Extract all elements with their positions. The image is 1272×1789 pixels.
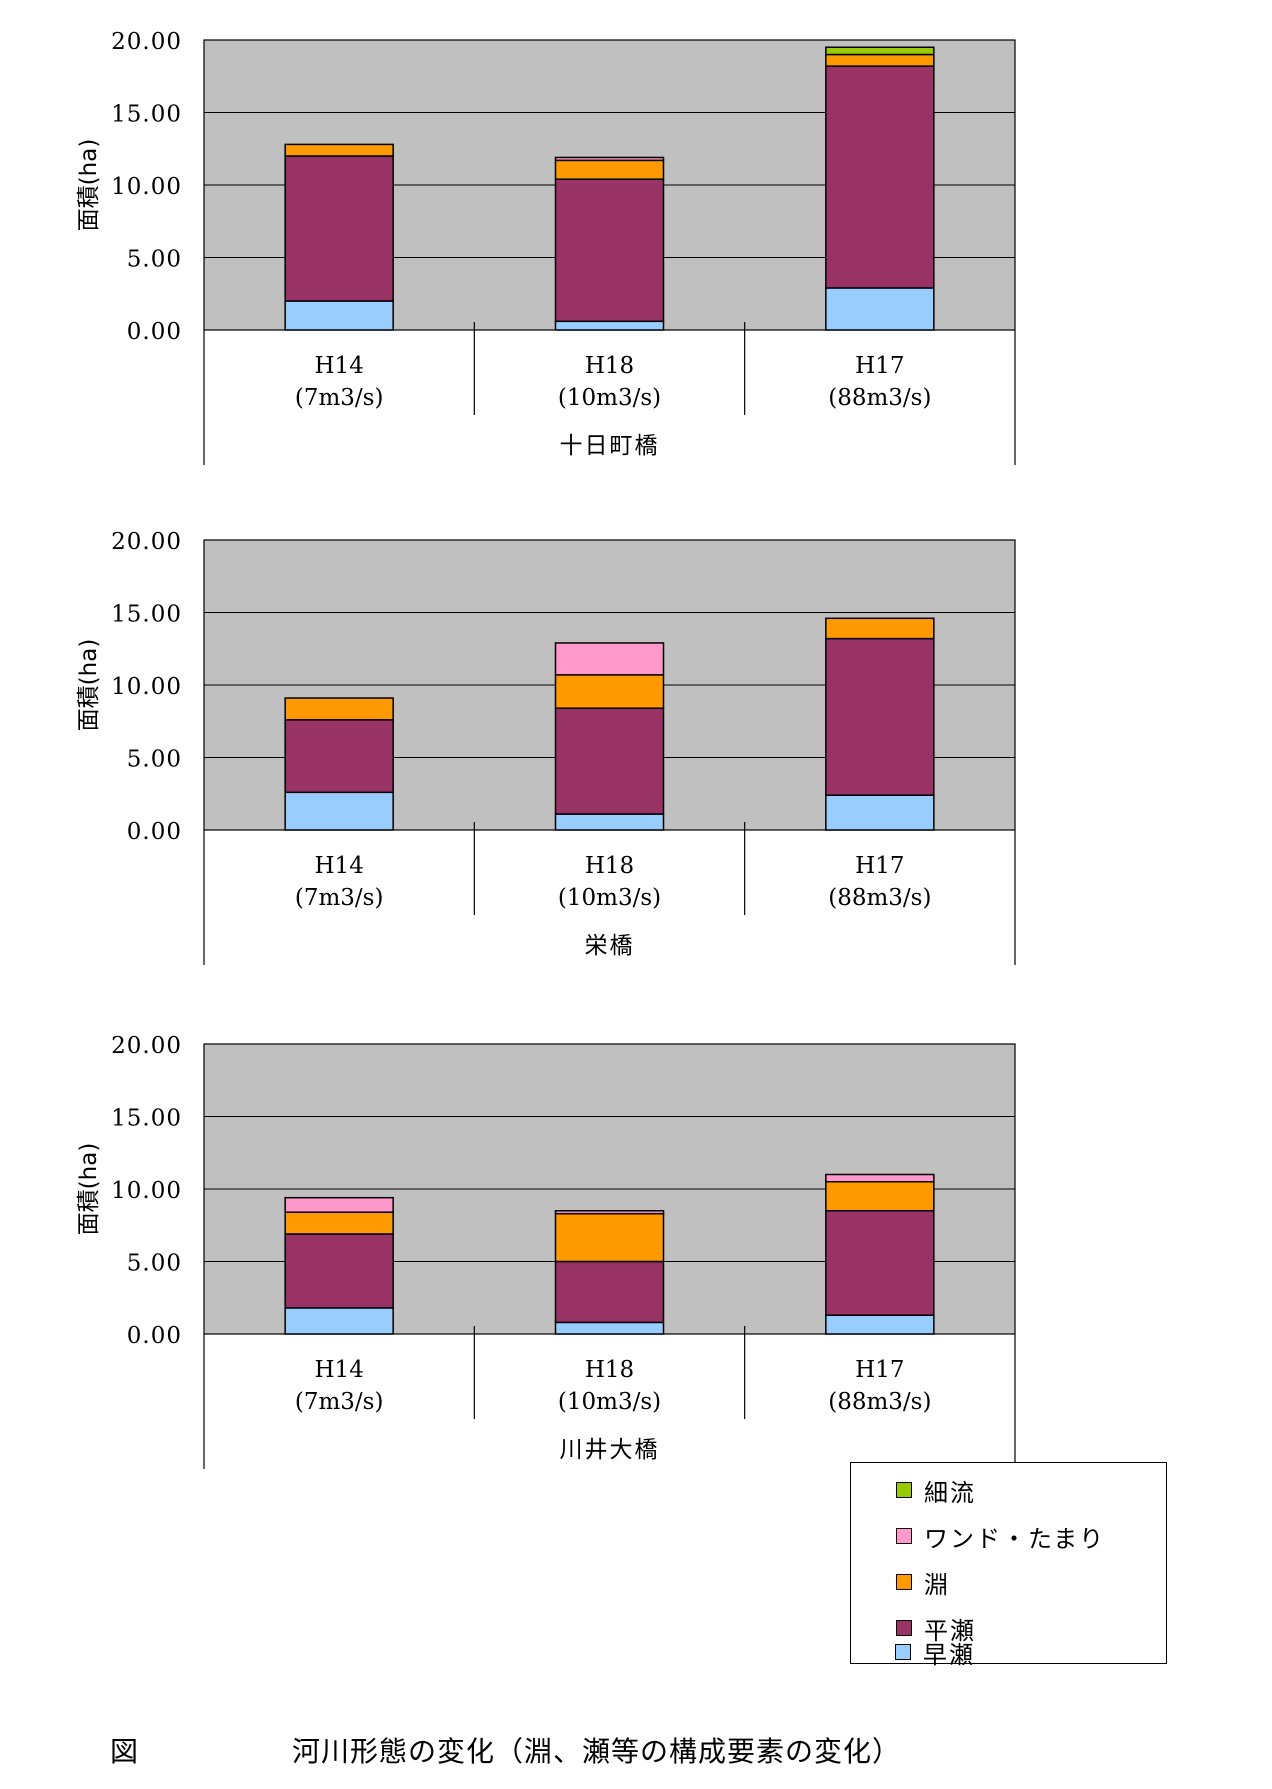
y-tick-label: 20.00 [111, 29, 182, 55]
bar-segment [284, 719, 394, 794]
y-tick-label: 5.00 [127, 1251, 182, 1277]
legend-item: ワンド・たまり [896, 1521, 1106, 1553]
x-tick-label: H14 [315, 853, 364, 879]
bar-segment [284, 791, 394, 831]
bar-segment [554, 674, 665, 709]
legend-label: 淵 [924, 1570, 950, 1599]
bar-segment [284, 300, 394, 331]
x-tick-flow-label: (10m3/s) [558, 1389, 661, 1415]
bar-segment [554, 642, 665, 676]
x-tick-flow-label: (88m3/s) [828, 385, 931, 411]
x-tick-flow-label: (10m3/s) [558, 885, 661, 911]
legend-label: 細流 [924, 1478, 976, 1507]
legend-swatch [895, 1644, 911, 1660]
bar-segment [825, 794, 935, 831]
legend-label: ワンド・たまり [924, 1524, 1106, 1553]
legend-swatch [896, 1482, 912, 1498]
x-tick-label: H18 [585, 1357, 634, 1383]
x-tick-flow-label: (7m3/s) [295, 1389, 384, 1415]
y-tick-label: 10.00 [111, 174, 182, 200]
y-tick-label: 20.00 [111, 1033, 182, 1059]
y-tick-label: 20.00 [111, 529, 182, 555]
legend-swatch [896, 1620, 912, 1636]
bar-segment [554, 813, 665, 831]
y-tick-label: 0.00 [127, 819, 182, 845]
figure-label: 図 [110, 1735, 139, 1768]
legend-item: 平瀬 [896, 1613, 976, 1645]
x-tick-flow-label: (88m3/s) [828, 885, 931, 911]
bar-segment [554, 159, 665, 180]
group-label: 川井大橋 [560, 1437, 660, 1463]
bar-segment [825, 1181, 935, 1212]
legend-item: 早瀬 [895, 1637, 975, 1669]
x-tick-label: H18 [585, 353, 634, 379]
bar-segment [284, 1233, 394, 1309]
y-axis-label: 面積(ha) [76, 1143, 102, 1236]
x-tick-label: H18 [585, 853, 634, 879]
bar-segment [284, 143, 394, 157]
y-tick-label: 0.00 [127, 319, 182, 345]
bar-segment [825, 53, 935, 67]
legend-label: 早瀬 [923, 1640, 975, 1669]
legend-item: 細流 [896, 1475, 976, 1507]
bar-segment [825, 1173, 935, 1183]
legend-label: 平瀬 [924, 1616, 976, 1645]
bar-segment [284, 155, 394, 302]
x-tick-flow-label: (88m3/s) [828, 1389, 931, 1415]
legend-swatch [896, 1528, 912, 1544]
bar-segment [825, 46, 935, 56]
group-label: 栄橋 [585, 933, 635, 959]
y-tick-label: 0.00 [127, 1323, 182, 1349]
bar-segment [825, 65, 935, 289]
group-label: 十日町橋 [560, 433, 660, 459]
y-axis-label: 面積(ha) [76, 639, 102, 732]
y-tick-label: 10.00 [111, 674, 182, 700]
y-tick-label: 15.00 [111, 1106, 182, 1132]
bar-segment [554, 156, 665, 162]
bar-segment [554, 1260, 665, 1324]
y-tick-label: 15.00 [111, 102, 182, 128]
figure-caption: 河川形態の変化（淵、瀬等の構成要素の変化） [292, 1735, 902, 1768]
x-tick-flow-label: (10m3/s) [558, 385, 661, 411]
bar-segment [284, 1211, 394, 1235]
bar-segment [284, 697, 394, 721]
bar-segment [554, 320, 665, 331]
bar-segment [825, 637, 935, 796]
bar-segment [825, 617, 935, 640]
bar-segment [825, 287, 935, 331]
y-axis-label: 面積(ha) [76, 139, 102, 232]
legend-swatch [896, 1574, 912, 1590]
legend: 細流 ワンド・たまり 淵 平瀬 [850, 1462, 1167, 1664]
x-tick-flow-label: (7m3/s) [295, 885, 384, 911]
bar-segment [554, 178, 665, 323]
x-tick-flow-label: (7m3/s) [295, 385, 384, 411]
y-tick-label: 10.00 [111, 1178, 182, 1204]
bar-segment [554, 1210, 665, 1215]
x-tick-label: H14 [315, 353, 364, 379]
bar-segment [554, 707, 665, 815]
x-tick-label: H17 [855, 1357, 904, 1383]
bar-segment [825, 1210, 935, 1316]
y-tick-label: 5.00 [127, 747, 182, 773]
x-tick-label: H17 [855, 353, 904, 379]
bar-segment [284, 1307, 394, 1335]
x-tick-label: H14 [315, 1357, 364, 1383]
bar-segment [284, 1196, 394, 1213]
bar-segment [554, 1321, 665, 1335]
x-tick-label: H17 [855, 853, 904, 879]
y-tick-label: 15.00 [111, 602, 182, 628]
y-tick-label: 5.00 [127, 247, 182, 273]
legend-item: 淵 [896, 1567, 950, 1599]
bar-segment [825, 1314, 935, 1335]
bar-segment [554, 1212, 665, 1263]
